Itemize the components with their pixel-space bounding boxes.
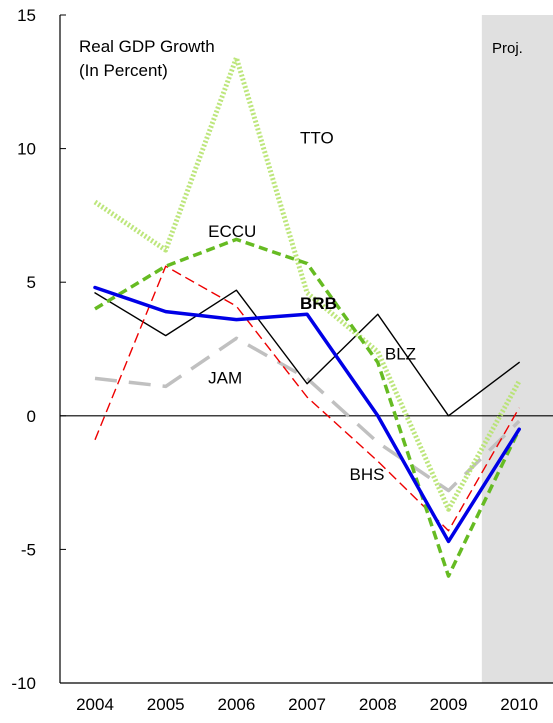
x-tick-label: 2010: [500, 695, 538, 714]
series-line-blz: [94, 289, 520, 417]
y-tick-label: -10: [11, 674, 36, 693]
projection-label: Proj.: [492, 40, 523, 57]
projection-shading: [481, 15, 553, 683]
x-tick-label: 2008: [359, 695, 397, 714]
series-line-eccu: [94, 237, 521, 578]
series-label-blz: BLZ: [385, 345, 416, 364]
x-tick-label: 2004: [76, 695, 114, 714]
y-tick-label: 5: [27, 273, 36, 292]
series-label-tto: TTO: [300, 128, 334, 147]
x-tick-label: 2005: [147, 695, 185, 714]
x-tick-label: 2009: [430, 695, 468, 714]
chart-title: Real GDP Growth: [79, 37, 215, 56]
series-label-brb: BRB: [300, 294, 337, 313]
series-line-tto: [93, 55, 522, 512]
series-line-brb: [93, 285, 521, 544]
series-label-jam: JAM: [208, 369, 242, 388]
x-tick-label: 2007: [288, 695, 326, 714]
chart-subtitle: (In Percent): [79, 61, 168, 80]
series-line-jam: [94, 336, 521, 493]
y-tick-label: 0: [27, 407, 36, 426]
y-tick-label: -5: [21, 540, 36, 559]
series-label-bhs: BHS: [350, 465, 385, 484]
series-layer: [93, 55, 522, 578]
axes: -10 -5 0 5 10 15 2004 2005 2006 2007 2008 2009 2010: [11, 6, 553, 714]
series-labels: TTO ECCU BRB BLZ JAM BHS: [208, 128, 416, 484]
y-tick-label: 10: [17, 140, 36, 159]
x-tick-label: 2006: [217, 695, 255, 714]
series-label-eccu: ECCU: [208, 222, 256, 241]
y-tick-label: 15: [17, 6, 36, 25]
series-line-bhs: [94, 265, 520, 532]
